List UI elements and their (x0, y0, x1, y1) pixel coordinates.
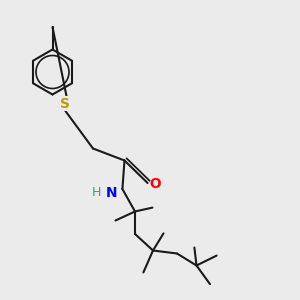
Text: S: S (61, 97, 70, 110)
Text: N: N (106, 186, 117, 200)
Text: H: H (92, 186, 101, 199)
Text: O: O (149, 177, 161, 190)
